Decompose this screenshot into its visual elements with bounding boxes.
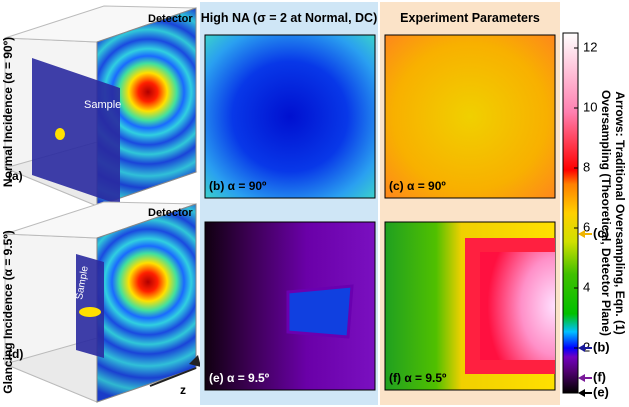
oversampling-arrow [578, 230, 585, 238]
tick-label: 12 [583, 39, 597, 54]
tick-label: 4 [583, 279, 590, 294]
panel-b: (b) α = 90º [205, 35, 375, 198]
panel-label: (c) α = 90º [389, 179, 446, 193]
panel-f: (f) α = 9.5º [385, 222, 555, 390]
panel-e: (e) α = 9.5º [205, 222, 375, 390]
row-label: Normal Incidence (α = 90º) [1, 37, 15, 187]
row-label: Glancing Incidence (α = 9.5º) [1, 230, 15, 393]
oversampling-arrow [578, 344, 585, 352]
detector-label: Detector [148, 207, 193, 219]
colorbar-sublabel: Arrows: Traditional Oversampling, Eqn. (… [613, 91, 627, 334]
arrow-label: (e) [593, 384, 609, 399]
tick-label: 8 [583, 159, 590, 174]
arrow-label: (f) [593, 369, 606, 384]
tick-label: 10 [583, 99, 597, 114]
arrow-label: (c) [593, 225, 609, 240]
column-title: Experiment Parameters [400, 11, 540, 25]
oversampling-arrow [578, 389, 585, 397]
column-title: High NA (σ = 2 at Normal, DC) [201, 11, 378, 25]
colorbar [563, 33, 578, 393]
panel-label: (f) α = 9.5º [389, 371, 447, 385]
panel-label: (e) α = 9.5º [209, 371, 270, 385]
panel-c: (c) α = 90º [385, 35, 555, 198]
arrow-label: (b) [593, 339, 610, 354]
sample-label: Sample [84, 99, 121, 111]
figure: Detector Sample (a) Normal Incidence (α … [0, 0, 629, 407]
colorbar-label: Oversampling (Theoretical, Detector Plan… [599, 90, 613, 336]
panel-label: (b) α = 90º [209, 179, 267, 193]
oversampling-arrow [578, 374, 585, 382]
detector-label: Detector [148, 13, 193, 25]
axis-label: z [180, 383, 186, 397]
